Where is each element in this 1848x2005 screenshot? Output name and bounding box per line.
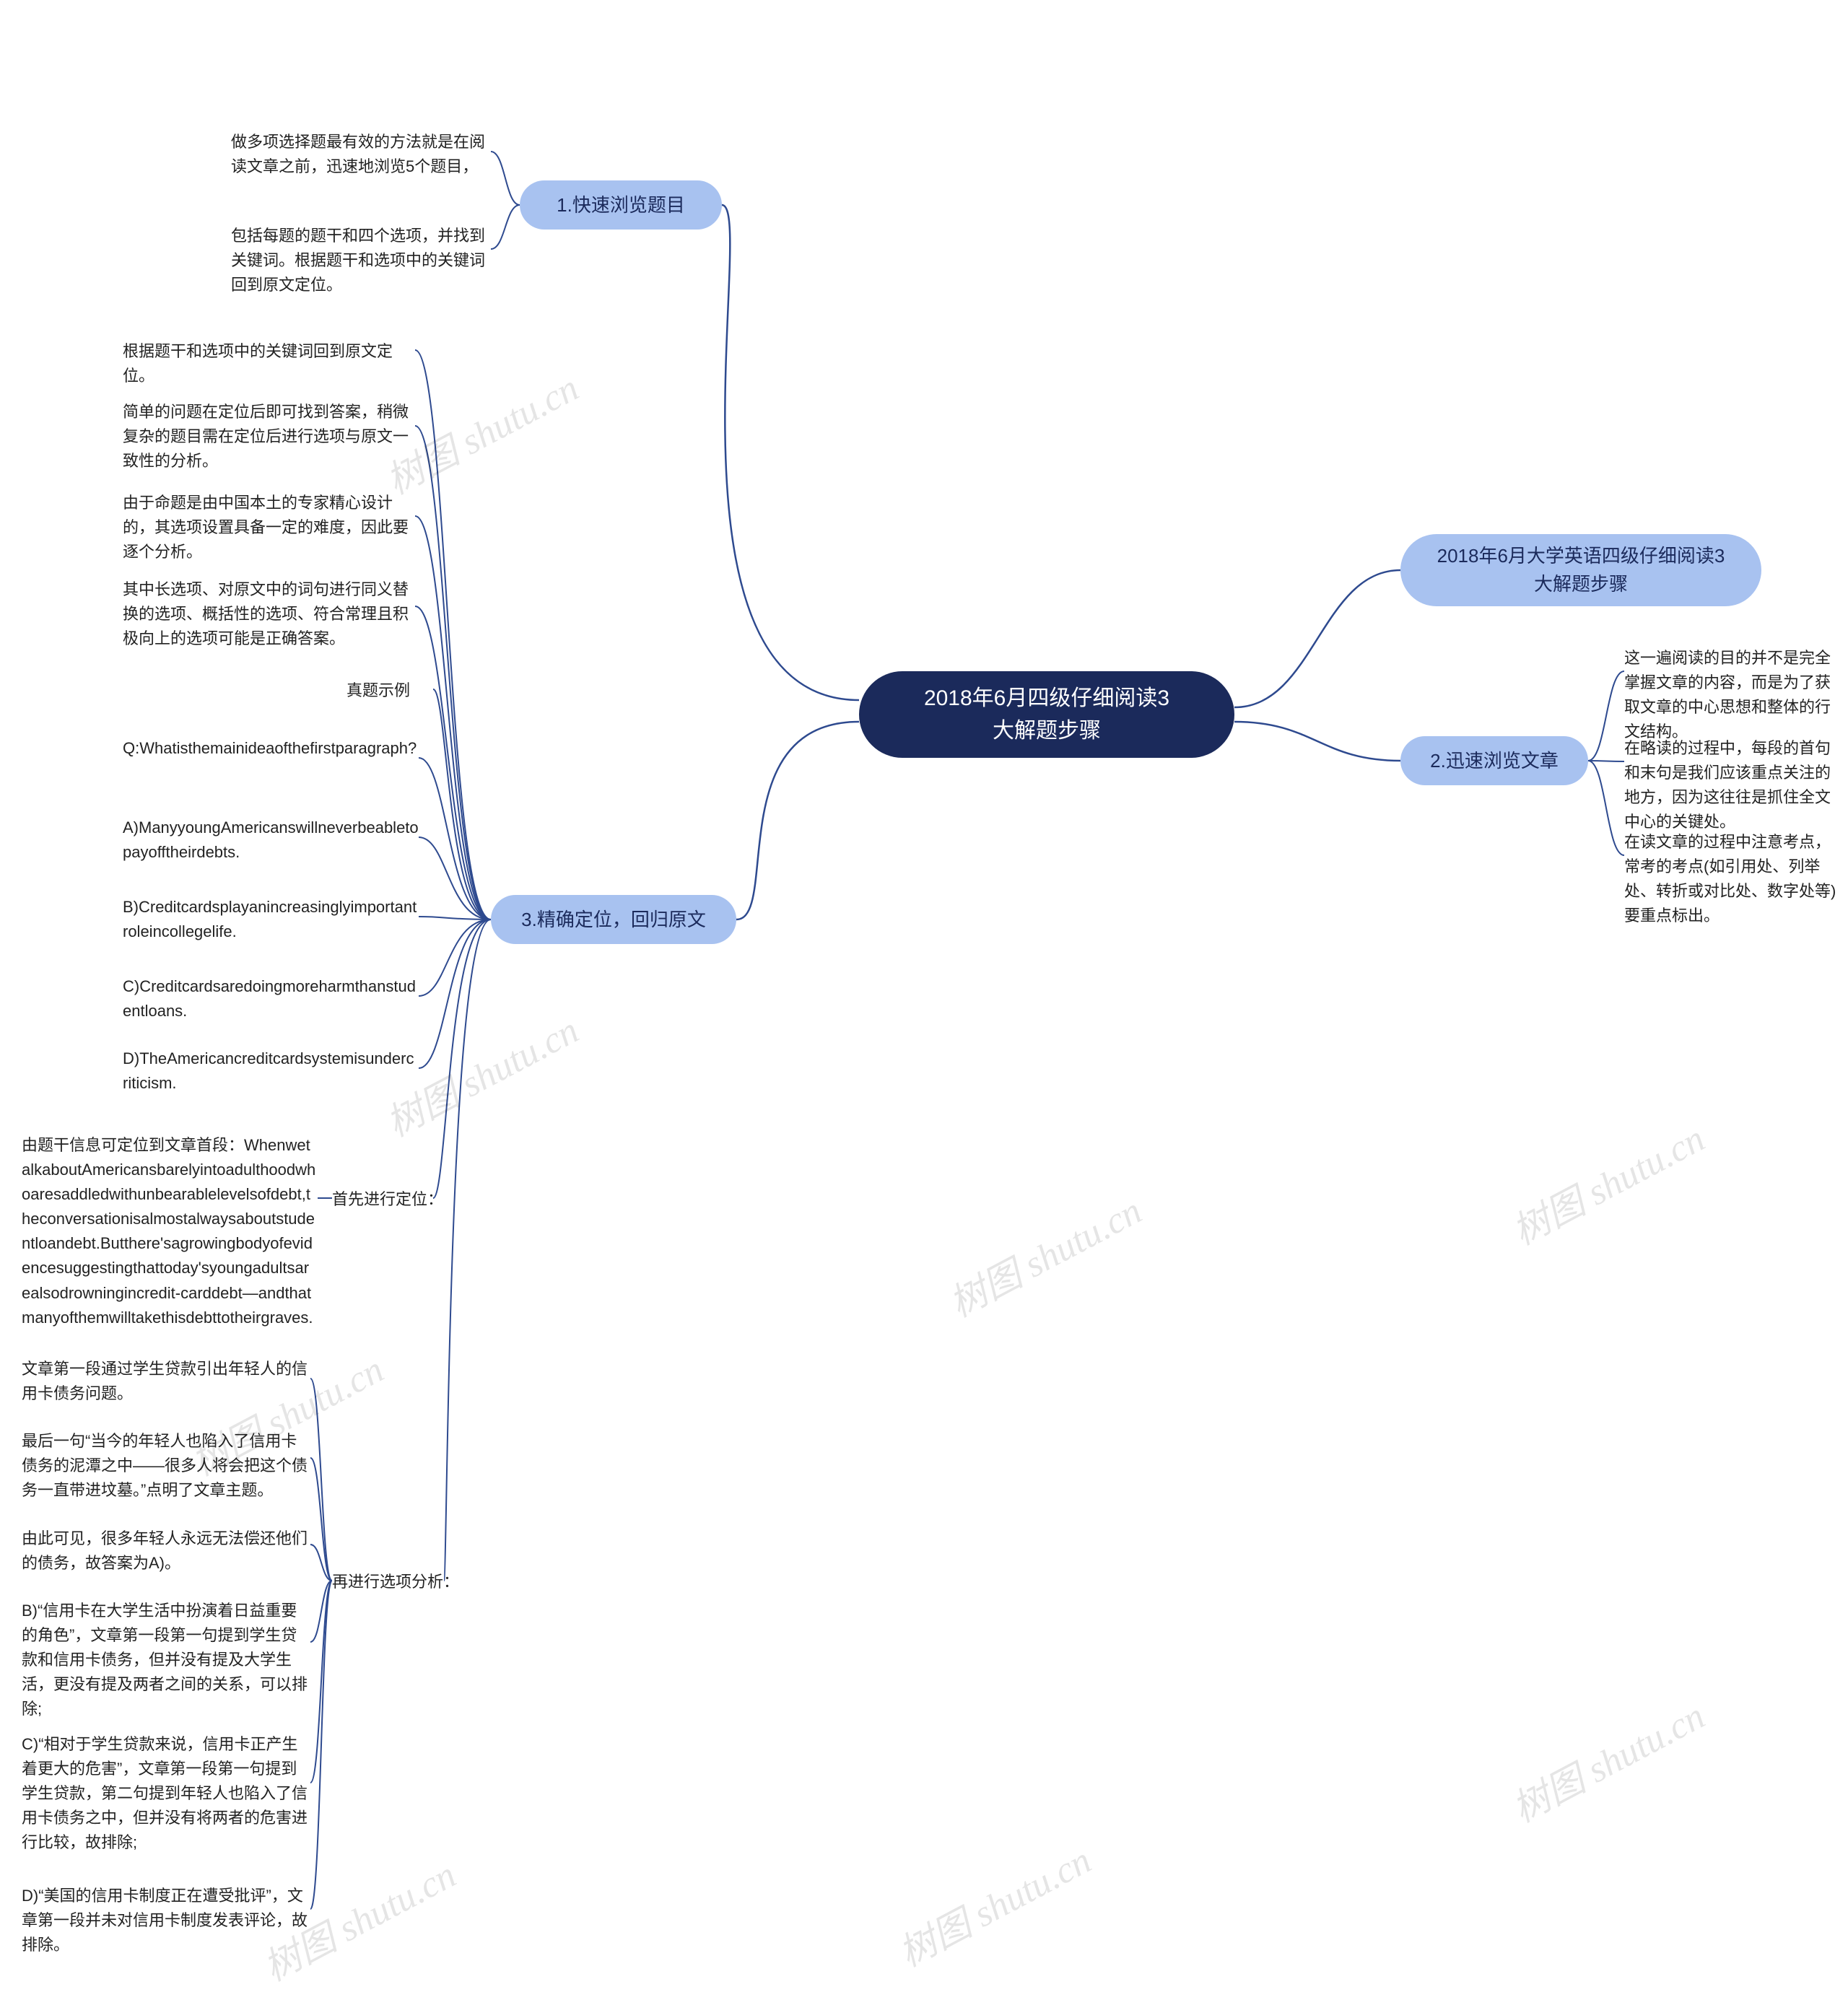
watermark: 树图 shutu.cn — [1501, 1686, 1712, 1833]
precise-leaf-9: C)Creditcardsaredoingmoreharmthanstudent… — [123, 974, 419, 1023]
quick-scan-bubble: 1.快速浏览题目 — [520, 180, 722, 230]
analyze-leaf-e: C)“相对于学生贷款来说，信用卡正产生着更大的危害”，文章第一段第一句提到学生贷… — [22, 1732, 310, 1855]
precise-leaf-11: 由题干信息可定位到文章首段：WhenwetalkaboutAmericansba… — [22, 1133, 318, 1330]
analyze-leaf-a: 文章第一段通过学生贷款引出年轻人的信用卡债务问题。 — [22, 1357, 310, 1406]
browse-article-bubble: 2.迅速浏览文章 — [1400, 736, 1588, 785]
quick-leaf-1: 做多项选择题最有效的方法就是在阅读文章之前，迅速地浏览5个题目， — [231, 130, 491, 179]
watermark: 树图 shutu.cn — [938, 1181, 1149, 1327]
right-leaf-2: 在略读的过程中，每段的首句和末句是我们应该重点关注的地方，因为这往往是抓住全文中… — [1624, 736, 1841, 834]
sublabel-locate: 首先进行定位： — [332, 1187, 448, 1212]
right-leaf-1: 这一遍阅读的目的并不是完全掌握文章的内容，而是为了获取文章的中心思想和整体的行文… — [1624, 646, 1841, 744]
analyze-leaf-c: 由此可见，很多年轻人永远无法偿还他们的债务，故答案为A)。 — [22, 1526, 310, 1576]
root-node: 2018年6月四级仔细阅读3 大解题步骤 — [859, 671, 1234, 758]
precise-leaf-7: A)ManyyoungAmericanswillneverbeabletopay… — [123, 816, 419, 865]
precise-leaf-5: 真题示例 — [346, 678, 433, 703]
watermark: 树图 shutu.cn — [1501, 1109, 1712, 1255]
analyze-leaf-b: 最后一句“当今的年轻人也陷入了信用卡债务的泥潭之中——很多人将会把这个债务一直带… — [22, 1429, 310, 1503]
precise-leaf-2: 简单的问题在定位后即可找到答案，稍微复杂的题目需在定位后进行选项与原文一致性的分… — [123, 400, 411, 473]
precise-locate-bubble: 3.精确定位，回归原文 — [491, 895, 736, 944]
watermark: 树图 shutu.cn — [887, 1830, 1099, 1977]
precise-leaf-10: D)TheAmericancreditcardsystemisundercrit… — [123, 1047, 419, 1096]
precise-leaf-8: B)Creditcardsplayanincreasinglyimportant… — [123, 895, 419, 944]
right-link-bubble: 2018年6月大学英语四级仔细阅读3 大解题步骤 — [1400, 534, 1761, 606]
precise-leaf-6: Q:Whatisthemainideaofthefirstparagraph? — [123, 736, 419, 761]
quick-leaf-2: 包括每题的题干和四个选项，并找到关键词。根据题干和选项中的关键词回到原文定位。 — [231, 224, 491, 297]
precise-leaf-3: 由于命题是由中国本土的专家精心设计的，其选项设置具备一定的难度，因此要逐个分析。 — [123, 491, 411, 564]
analyze-leaf-f: D)“美国的信用卡制度正在遭受批评”，文章第一段并未对信用卡制度发表评论，故排除… — [22, 1884, 310, 1957]
analyze-leaf-d: B)“信用卡在大学生活中扮演着日益重要的角色”，文章第一段第一句提到学生贷款和信… — [22, 1599, 310, 1721]
precise-leaf-1: 根据题干和选项中的关键词回到原文定位。 — [123, 339, 411, 388]
right-leaf-3: 在读文章的过程中注意考点，常考的考点(如引用处、列举处、转折或对比处、数字处等)… — [1624, 830, 1841, 928]
precise-leaf-4: 其中长选项、对原文中的词句进行同义替换的选项、概括性的选项、符合常理且积极向上的… — [123, 577, 411, 651]
sublabel-analyze: 再进行选项分析： — [332, 1570, 462, 1594]
